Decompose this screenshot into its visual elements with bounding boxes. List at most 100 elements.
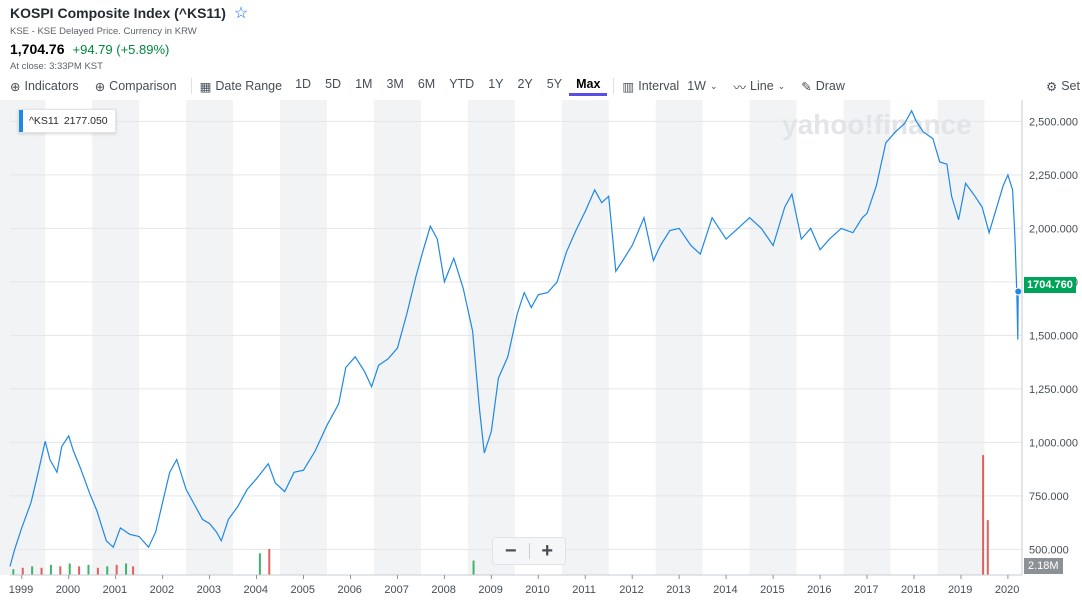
x-tick-label: 2010 — [525, 584, 549, 596]
close-note: At close: 3:33PM KST — [10, 61, 103, 72]
year-band — [373, 100, 421, 575]
volume-bar — [49, 564, 52, 575]
zoom-in-button[interactable]: + — [541, 539, 554, 562]
y-tick-label: 2,500.000 — [1029, 116, 1078, 128]
y-tick-label: 2,000.000 — [1029, 223, 1078, 235]
pencil-icon: ✎ — [801, 79, 812, 94]
draw-button[interactable]: ✎ Draw — [801, 79, 845, 94]
x-tick-label: 2014 — [713, 584, 737, 596]
candles-icon: ▥ — [622, 79, 635, 94]
volume-bar — [258, 553, 261, 575]
x-tick-label: 2019 — [948, 584, 972, 596]
range-tab-ytd[interactable]: YTD — [449, 76, 475, 91]
x-tick-label: 2006 — [337, 584, 361, 596]
plus-circle-icon: ⊕ — [94, 79, 106, 94]
y-tick-label: 750.000 — [1029, 491, 1069, 503]
year-band — [0, 100, 46, 575]
x-tick-label: 2011 — [572, 584, 596, 596]
gear-icon: ⚙ — [1046, 79, 1058, 94]
volume-bar — [21, 567, 24, 575]
year-band — [561, 100, 609, 575]
index-title: KOSPI Composite Index (^KS11) — [10, 5, 226, 21]
x-tick-label: 2004 — [244, 584, 268, 596]
settings-button[interactable]: ⚙ Set — [1046, 79, 1082, 94]
year-band — [937, 100, 985, 575]
volume-bar — [59, 566, 62, 575]
current-price: 1,704.76 — [10, 41, 65, 57]
y-tick-label: 2,250.000 — [1029, 170, 1078, 182]
star-icon[interactable]: ☆ — [233, 5, 249, 22]
range-tab-2y[interactable]: 2Y — [517, 76, 533, 91]
year-band — [92, 100, 140, 575]
volume-bar — [115, 564, 118, 575]
settings-label: Set — [1061, 79, 1080, 93]
price-line — [9, 109, 1019, 567]
interval-button[interactable]: ▥ Interval 1W ⌄ — [622, 79, 717, 94]
volume-bar — [268, 549, 271, 575]
year-band — [186, 100, 234, 575]
comparison-button[interactable]: ⊕ Comparison — [95, 79, 177, 94]
chart-toolbar: ⊕ Indicators ⊕ Comparison ▦ Date Range 1… — [0, 74, 1082, 98]
range-tab-5d[interactable]: 5D — [325, 76, 342, 91]
x-tick-label: 2018 — [901, 584, 925, 596]
date-range-label: Date Range — [215, 79, 283, 93]
x-tick-label: 2009 — [478, 584, 502, 596]
plus-circle-icon: ⊕ — [10, 79, 21, 94]
divider — [528, 543, 530, 559]
x-tick-label: 2017 — [854, 584, 878, 596]
interval-value: 1W — [687, 79, 706, 93]
range-tab-5y[interactable]: 5Y — [546, 76, 563, 91]
y-tick-label: 1,500.000 — [1029, 330, 1078, 342]
comparison-label: Comparison — [109, 79, 177, 93]
x-tick-label: 2013 — [666, 584, 690, 596]
volume-bar — [68, 563, 71, 575]
range-tab-3m[interactable]: 3M — [386, 76, 404, 91]
volume-bar — [12, 569, 15, 575]
indicators-label: Indicators — [24, 79, 79, 93]
x-tick-label: 2001 — [103, 584, 127, 596]
x-tick-label: 2015 — [760, 584, 784, 596]
zoom-controls: − + — [492, 537, 566, 565]
year-band — [655, 100, 703, 575]
tooltip-value: 2177.050 — [63, 115, 108, 127]
x-tick-label: 2020 — [995, 584, 1019, 596]
calendar-icon: ▦ — [199, 79, 212, 94]
volume-bar — [87, 564, 90, 575]
line-chart-icon: 〰 — [733, 80, 747, 95]
range-tab-1m[interactable]: 1M — [355, 76, 373, 91]
x-tick-label: 1999 — [9, 584, 33, 596]
y-tick-label: 1,250.000 — [1029, 384, 1078, 396]
volume-bar — [125, 563, 128, 575]
volume-bar — [472, 560, 475, 575]
indicators-button[interactable]: ⊕ Indicators — [10, 79, 79, 94]
price-change: +94.79 (+5.89%) — [72, 42, 170, 57]
x-tick-label: 2003 — [197, 584, 221, 596]
volume-bar — [132, 566, 135, 575]
x-tick-label: 2002 — [150, 584, 174, 596]
range-tabs: 1D 5D 1M 3M 6M YTD 1Y 2Y 5Y Max — [288, 76, 608, 96]
y-tick-label: 1,000.000 — [1029, 437, 1078, 449]
y-tick-label: 500.000 — [1029, 544, 1069, 556]
range-tab-1y[interactable]: 1Y — [488, 76, 504, 91]
volume-bar — [31, 566, 34, 575]
x-tick-label: 2007 — [384, 584, 408, 596]
last-price-label: 1704.760 — [1024, 277, 1076, 293]
line-label: Line — [750, 79, 774, 93]
draw-label: Draw — [815, 79, 845, 93]
divider — [190, 78, 192, 94]
range-tab-1d[interactable]: 1D — [295, 76, 312, 91]
year-band — [843, 100, 891, 575]
crosshair-tooltip: ^KS11 2177.050 — [18, 109, 116, 133]
x-tick-label: 2000 — [56, 584, 80, 596]
range-tab-max[interactable]: Max — [569, 77, 608, 96]
date-range-button[interactable]: ▦ Date Range — [200, 79, 283, 94]
price-row: 1,704.76 +94.79 (+5.89%) — [10, 41, 248, 57]
zoom-out-button[interactable]: − — [504, 539, 517, 562]
year-band — [280, 100, 327, 575]
range-tab-6m[interactable]: 6M — [417, 76, 436, 91]
chevron-down-icon: ⌄ — [777, 80, 786, 91]
volume-bar — [40, 567, 43, 575]
line-type-button[interactable]: 〰 Line ⌄ — [734, 77, 786, 96]
year-band — [749, 100, 797, 575]
